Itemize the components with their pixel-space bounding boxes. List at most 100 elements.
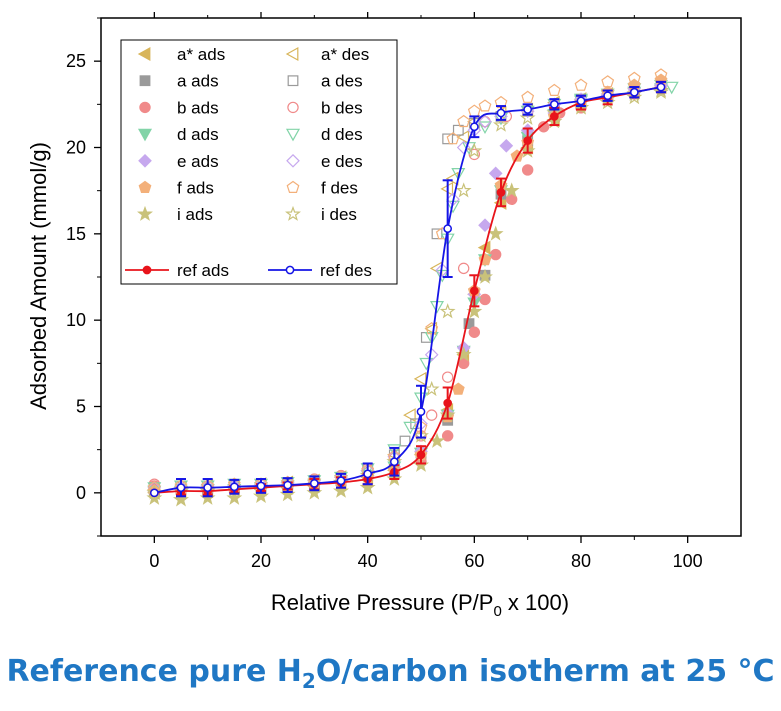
data-point (149, 488, 159, 498)
data-point (478, 218, 492, 233)
x-tick-label: 20 (251, 551, 271, 571)
data-point (487, 225, 504, 241)
y-tick-label: 25 (66, 51, 86, 71)
legend-box (120, 39, 398, 285)
data-point (519, 109, 536, 125)
x-tick-label: 60 (464, 551, 484, 571)
data-point (523, 136, 533, 145)
data-point (203, 483, 213, 493)
data-point (549, 99, 559, 109)
data-point (442, 133, 454, 145)
data-point (389, 457, 399, 467)
legend-marker (142, 265, 152, 275)
data-point (399, 435, 411, 447)
data-point (479, 293, 491, 306)
data-point (229, 482, 239, 492)
data-point (403, 408, 416, 423)
legend-label: f ads (177, 179, 214, 198)
legend-marker (285, 46, 299, 62)
data-point (441, 371, 454, 383)
data-point (435, 263, 450, 277)
data-marks (146, 68, 679, 507)
x-tick-label: 0 (149, 551, 159, 571)
legend-marker (137, 205, 153, 221)
data-point (469, 286, 479, 296)
data-point (656, 82, 666, 92)
data-point (499, 138, 514, 153)
data-point (424, 332, 439, 345)
legend-marker (139, 75, 151, 87)
legend-label: i des (321, 205, 357, 224)
data-point (457, 114, 471, 128)
data-point (496, 188, 506, 197)
data-point (425, 322, 439, 335)
y-tick-label: 5 (76, 397, 86, 417)
data-point (537, 121, 550, 133)
data-point (488, 166, 503, 181)
data-point (477, 121, 493, 135)
data-point (403, 421, 418, 435)
data-point (468, 148, 481, 161)
data-point (601, 75, 615, 88)
data-point (452, 124, 464, 136)
data-point (549, 112, 559, 121)
legend-label: a ads (177, 72, 219, 91)
data-point (446, 132, 460, 145)
legend-label: ref ads (177, 261, 229, 280)
data-point (627, 71, 641, 84)
legend-marker (139, 101, 151, 114)
series-line (154, 86, 662, 494)
legend-marker (137, 46, 151, 62)
data-point (505, 193, 518, 205)
data-point (439, 303, 456, 319)
data-point (425, 409, 438, 421)
data-point (469, 122, 479, 132)
legend-label: a des (321, 72, 363, 91)
data-point (283, 480, 293, 490)
data-point (423, 380, 440, 397)
data-point (387, 444, 402, 457)
legend-label: b ads (177, 98, 219, 117)
data-point (416, 407, 426, 417)
x-tick-label: 100 (673, 551, 703, 571)
legend-label: e des (321, 152, 363, 171)
data-point (441, 430, 454, 442)
legend-label: a* ads (177, 45, 225, 64)
data-point (496, 108, 506, 118)
series-ref-des (149, 80, 666, 498)
y-tick-label: 15 (66, 224, 86, 244)
y-axis-label: Adsorbed Amount (mmol/g) (26, 142, 51, 410)
data-point (146, 489, 163, 505)
data-point (523, 105, 533, 114)
data-point (521, 90, 535, 103)
legend-label: i ads (177, 205, 213, 224)
legend-marker (285, 265, 295, 275)
y-tick-label: 20 (66, 138, 86, 158)
data-point (309, 478, 319, 488)
y-tick-label: 0 (76, 483, 86, 503)
data-point (478, 114, 492, 129)
y-tick-label: 10 (66, 310, 86, 330)
x-axis-label: Relative Pressure (P/P0 x 100) (271, 590, 569, 620)
data-point (336, 476, 346, 486)
legend-marker (286, 153, 300, 168)
legend-marker (287, 75, 299, 87)
x-tick-label: 40 (358, 551, 378, 571)
data-point (451, 382, 465, 395)
legend-marker (285, 205, 301, 221)
data-point (176, 483, 186, 493)
data-point (256, 481, 266, 491)
data-point (653, 83, 669, 100)
data-point (629, 87, 639, 97)
legend-marker (137, 128, 153, 142)
data-point (493, 116, 509, 132)
data-point (443, 398, 453, 408)
legend-label: b des (321, 98, 363, 117)
legend-marker (287, 101, 299, 114)
data-point (457, 262, 470, 275)
data-point (455, 182, 472, 198)
legend-label: e ads (177, 152, 219, 171)
data-point (466, 142, 483, 158)
data-point (435, 269, 450, 283)
data-point (253, 487, 269, 504)
